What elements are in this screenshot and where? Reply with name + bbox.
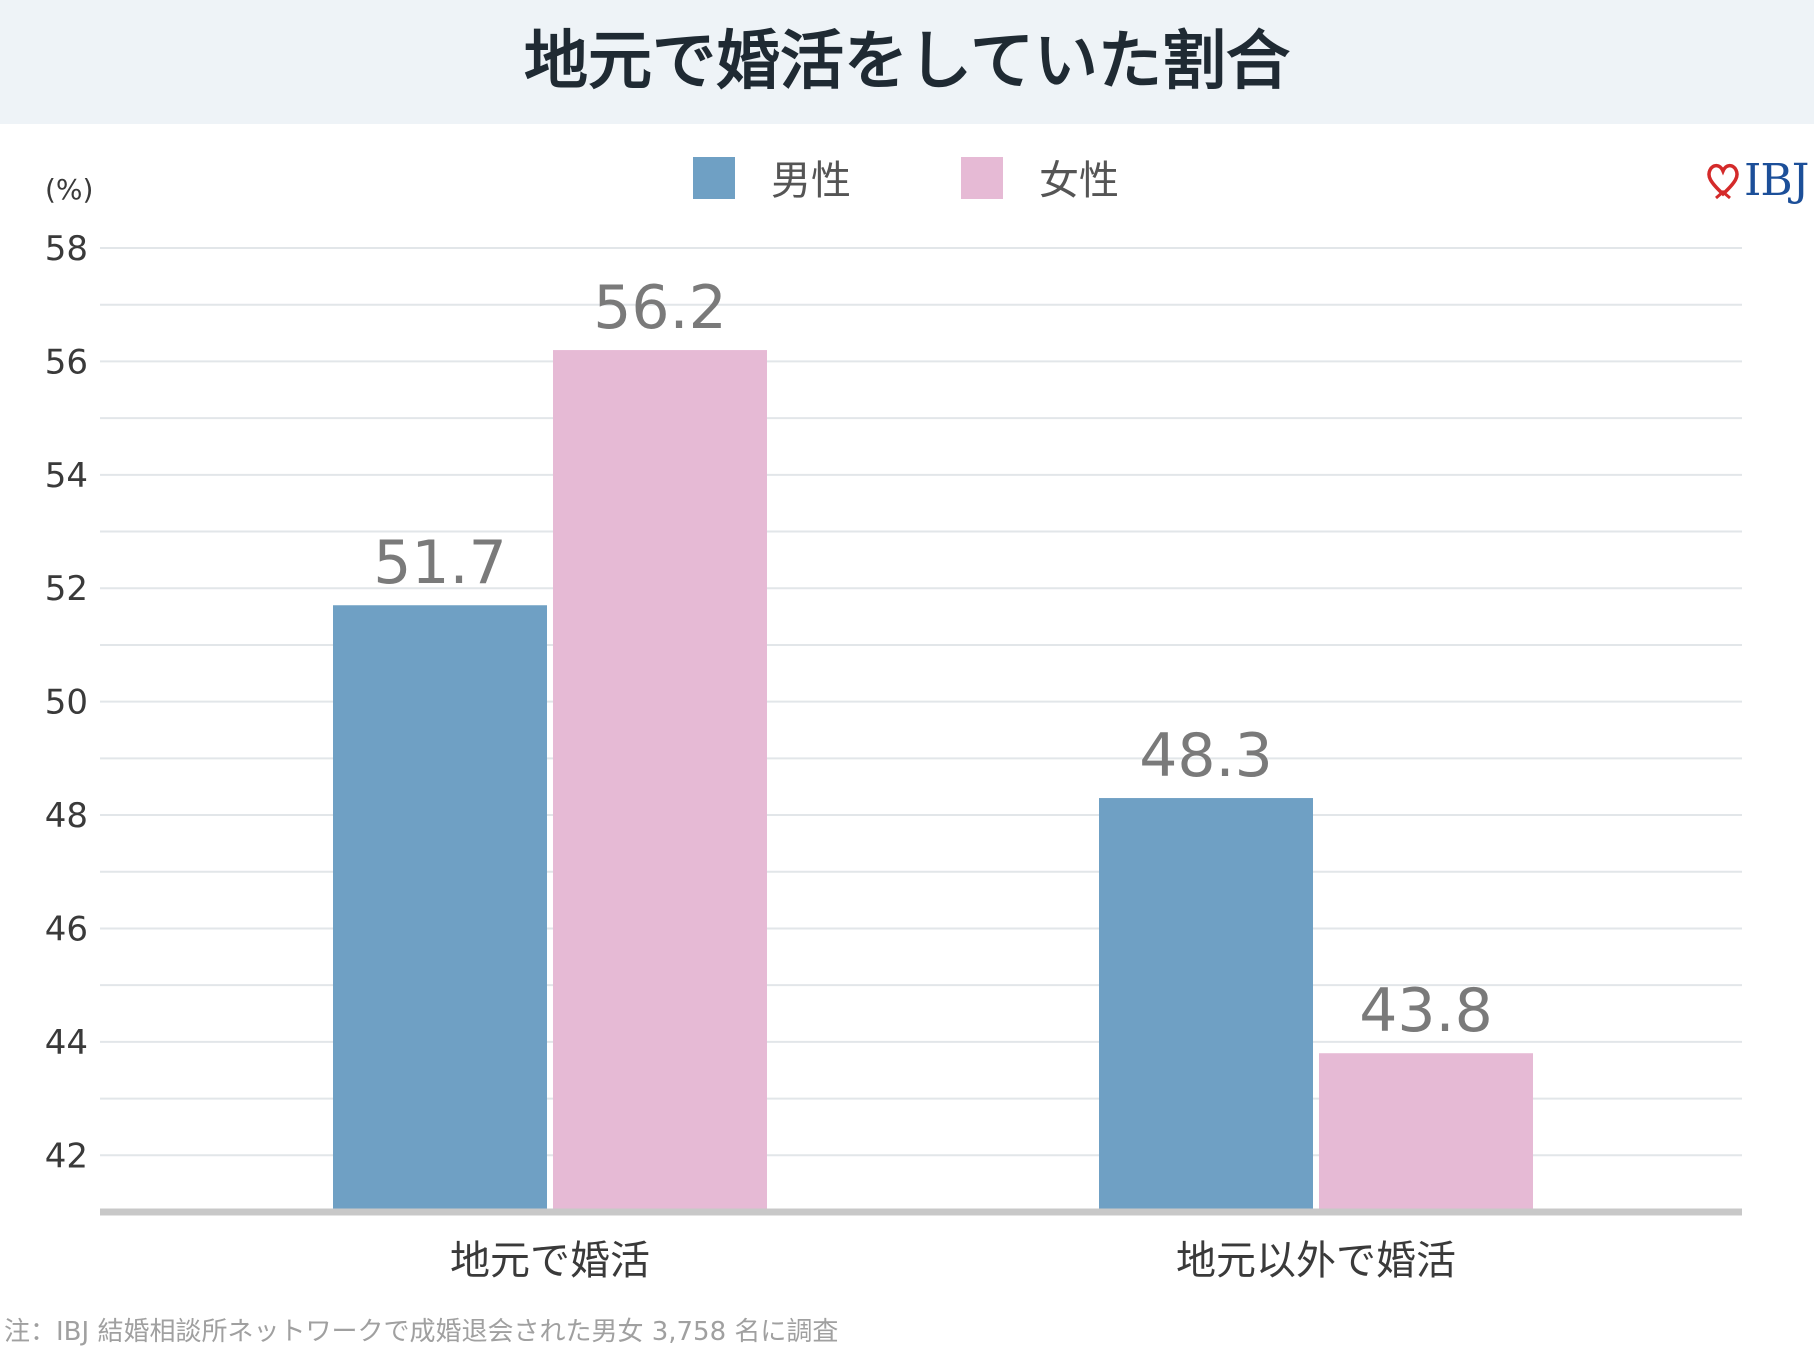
footnote: 注：IBJ 結婚相談所ネットワークで成婚退会された男女 3,758 名に調査 [4,1317,839,1347]
bar-male-1 [1099,798,1313,1212]
y-tick-label-50: 50 [45,683,88,723]
y-tick-label-44: 44 [45,1023,88,1063]
bar-male-0 [333,605,547,1212]
y-tick-label-42: 42 [45,1136,88,1176]
x-category-label-1: 地元以外で婚活 [1176,1238,1456,1284]
ibj-logo: IBJ [1706,150,1809,210]
y-tick-label-56: 56 [45,342,88,382]
data-label-male-1: 48.3 [1139,721,1273,791]
bar-chart: 42 44 46 48 50 52 54 56 58 (%) 51.7 48.3 56.2 43.8 地元で… [45,157,1742,1284]
heart-icon [1707,163,1739,200]
y-tick-label-46: 46 [45,909,88,949]
legend-label-1: 女性 [1039,158,1119,204]
bar-female-1 [1319,1053,1533,1212]
legend-swatch-1 [961,157,1003,199]
bar-female-0 [553,350,767,1213]
data-label-female-0: 56.2 [593,273,727,343]
logo-text: IBJ [1744,154,1809,206]
x-category-label-0: 地元で婚活 [450,1238,650,1284]
y-tick-label-58: 58 [45,229,88,269]
y-tick-label-48: 48 [45,796,88,836]
data-label-male-0: 51.7 [373,528,507,598]
title-band [0,0,1814,124]
legend-swatch-0 [693,157,735,199]
chart-title: 地元で婚活をしていた割合 [523,25,1291,99]
data-label-female-1: 43.8 [1359,976,1493,1046]
y-tick-label-52: 52 [45,569,88,609]
y-tick-label-54: 54 [45,456,88,496]
legend-label-0: 男性 [771,158,851,204]
y-axis-unit: (%) [45,173,93,206]
